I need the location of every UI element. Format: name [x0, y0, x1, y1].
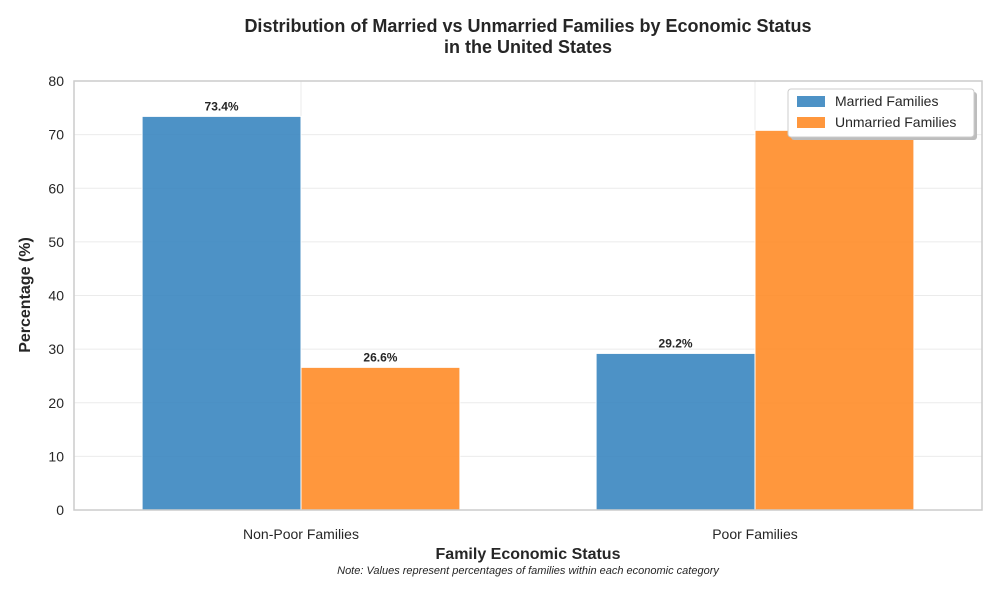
legend-entry: Married Families	[835, 93, 938, 109]
y-tick-label: 0	[56, 502, 64, 518]
y-tick-label: 60	[48, 180, 64, 196]
bar	[300, 366, 461, 511]
bar	[595, 352, 756, 511]
plot-frame	[73, 80, 983, 511]
x-axis-label: Family Economic Status	[436, 546, 621, 563]
bar-value-label: 29.2%	[659, 336, 693, 350]
bar-value-label: 26.6%	[363, 350, 397, 364]
y-tick-label: 50	[48, 234, 64, 250]
y-tick-label: 30	[48, 341, 64, 357]
x-tick-label: Non-Poor Families	[243, 526, 359, 542]
bar	[754, 129, 915, 511]
y-tick-label: 20	[48, 395, 64, 411]
legend-box	[787, 88, 975, 138]
bar-labels: 73.4% 29.2% 26.6%	[205, 99, 693, 364]
axes	[73, 80, 983, 511]
bars	[141, 115, 915, 511]
legend: Married Families Unmarried Families	[787, 88, 977, 140]
y-tick-label: 70	[48, 127, 64, 143]
chart-title: Distribution of Married vs Unmarried Fam…	[244, 16, 811, 36]
chart-title-line2: in the United States	[444, 37, 612, 57]
y-axis-label: Percentage (%)	[17, 237, 34, 353]
x-ticks: Non-Poor Families Poor Families	[243, 526, 798, 542]
y-tick-label: 40	[48, 288, 64, 304]
y-ticks: 0 10 20 30 40 50 60 70 80	[48, 73, 64, 518]
bar	[141, 115, 302, 511]
y-tick-label: 80	[48, 73, 64, 89]
bar-value-label: 73.4%	[205, 99, 239, 113]
chart-note: Note: Values represent percentages of fa…	[337, 565, 720, 577]
legend-swatch	[797, 96, 825, 107]
y-tick-label: 10	[48, 448, 64, 464]
legend-entry: Unmarried Families	[835, 114, 956, 130]
x-tick-label: Poor Families	[712, 526, 798, 542]
legend-swatch	[797, 117, 825, 128]
